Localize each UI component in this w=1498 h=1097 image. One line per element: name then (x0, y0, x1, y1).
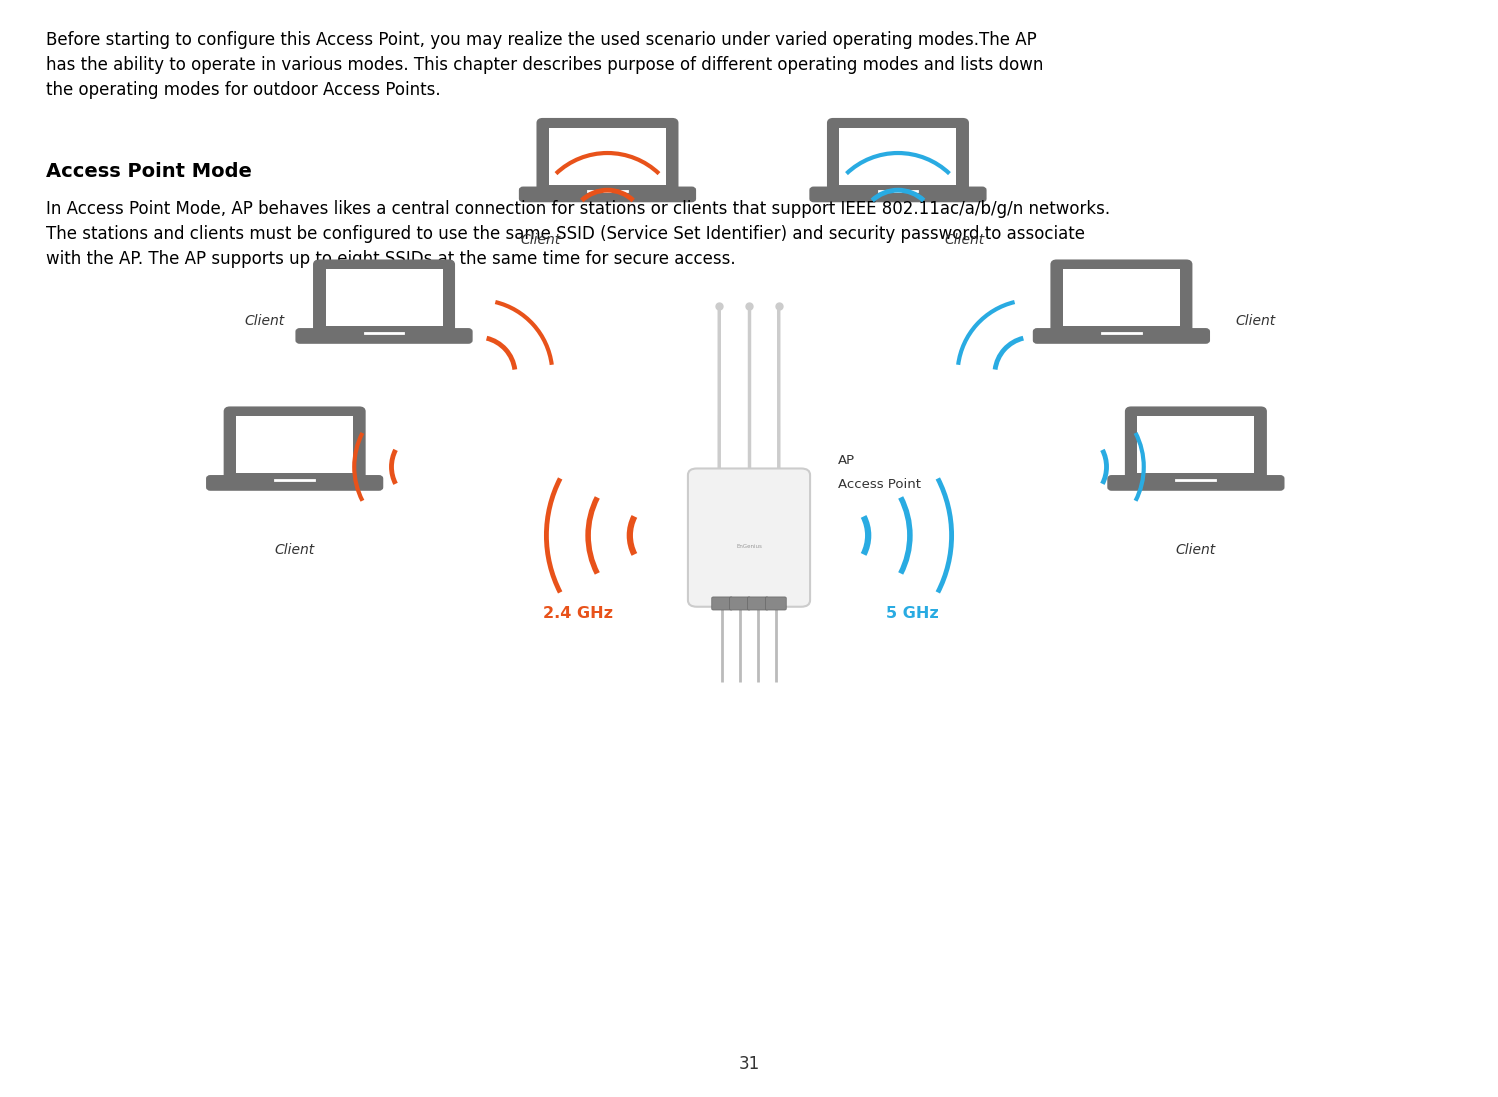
Text: Client: Client (1176, 543, 1216, 557)
Text: Before starting to configure this Access Point, you may realize the used scenari: Before starting to configure this Access… (46, 32, 1043, 100)
Text: Client: Client (945, 233, 986, 247)
Text: EnGenius: EnGenius (736, 544, 762, 548)
FancyBboxPatch shape (688, 468, 810, 607)
FancyBboxPatch shape (810, 188, 986, 201)
FancyBboxPatch shape (828, 120, 968, 192)
Text: 2.4 GHz: 2.4 GHz (542, 607, 613, 621)
Text: Client: Client (1236, 315, 1276, 328)
FancyBboxPatch shape (765, 597, 786, 610)
FancyBboxPatch shape (839, 127, 957, 184)
FancyBboxPatch shape (712, 597, 733, 610)
Text: Client: Client (244, 315, 285, 328)
FancyBboxPatch shape (1137, 416, 1254, 473)
FancyBboxPatch shape (207, 476, 382, 489)
FancyBboxPatch shape (297, 329, 472, 342)
Text: Access Point: Access Point (839, 477, 921, 490)
Text: Client: Client (520, 233, 560, 247)
FancyBboxPatch shape (1064, 269, 1180, 326)
FancyBboxPatch shape (315, 261, 454, 333)
Text: Access Point Mode: Access Point Mode (46, 162, 252, 181)
FancyBboxPatch shape (730, 597, 750, 610)
FancyBboxPatch shape (548, 127, 667, 184)
FancyBboxPatch shape (225, 408, 364, 480)
FancyBboxPatch shape (538, 120, 677, 192)
Text: 31: 31 (739, 1055, 759, 1073)
FancyBboxPatch shape (520, 188, 695, 201)
FancyBboxPatch shape (237, 416, 354, 473)
FancyBboxPatch shape (1109, 476, 1284, 489)
FancyBboxPatch shape (1034, 329, 1209, 342)
FancyBboxPatch shape (325, 269, 442, 326)
FancyBboxPatch shape (1126, 408, 1266, 480)
Text: Client: Client (274, 543, 315, 557)
Text: 5 GHz: 5 GHz (887, 607, 939, 621)
FancyBboxPatch shape (1052, 261, 1191, 333)
Text: In Access Point Mode, AP behaves likes a central connection for stations or clie: In Access Point Mode, AP behaves likes a… (46, 200, 1110, 268)
FancyBboxPatch shape (748, 597, 768, 610)
Text: AP: AP (839, 454, 855, 467)
